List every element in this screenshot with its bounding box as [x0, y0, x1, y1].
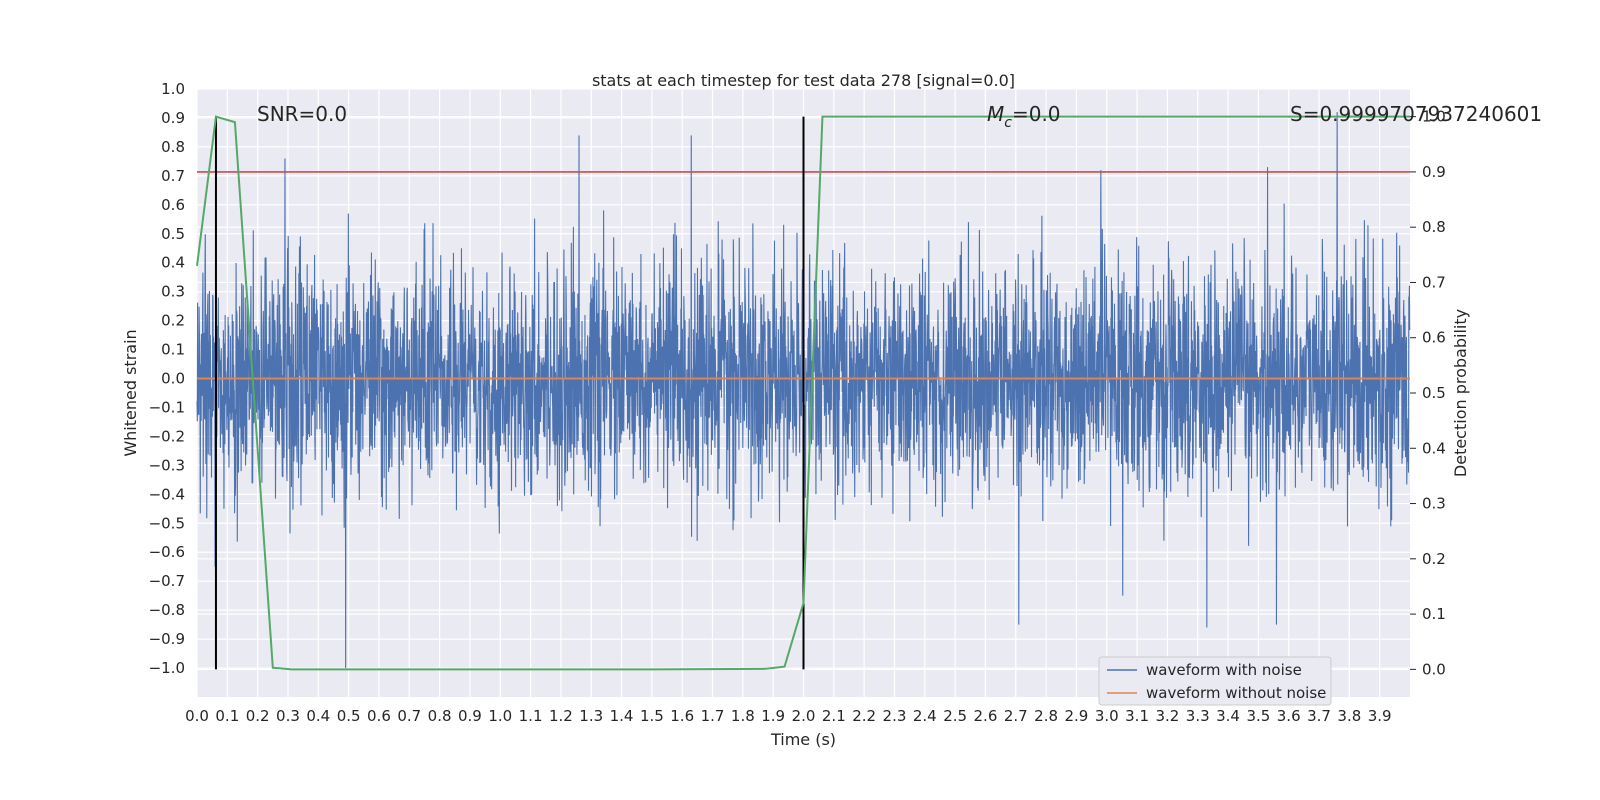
x-tick-label: 0.7 — [397, 707, 421, 725]
y2-tick-label: 1.0 — [1422, 108, 1446, 126]
x-tick-label: 2.0 — [792, 707, 816, 725]
x-tick-label: 0.2 — [246, 707, 270, 725]
s-annotation: S=0.9999707937240601 — [1290, 102, 1542, 126]
y2-tick-label: 0.9 — [1422, 163, 1446, 181]
y-tick-label: −0.4 — [149, 485, 185, 503]
legend-label-clean: waveform without noise — [1146, 684, 1326, 702]
x-tick-label: 1.8 — [731, 707, 755, 725]
y-tick-label: 0.3 — [161, 283, 185, 301]
y-tick-label: 0.8 — [161, 138, 185, 156]
x-tick-label: 1.5 — [640, 707, 664, 725]
x-axis-label: Time (s) — [770, 730, 836, 749]
x-tick-label: 1.3 — [579, 707, 603, 725]
y2-tick-label: 0.6 — [1422, 329, 1446, 347]
y-tick-label: 0.9 — [161, 109, 185, 127]
legend-box — [1098, 656, 1332, 706]
series-layer — [196, 115, 1410, 671]
y2-tick-label: 0.5 — [1422, 384, 1446, 402]
x-tick-label: 0.5 — [337, 707, 361, 725]
x-tick-label: 2.1 — [822, 707, 846, 725]
y-tick-label: −0.1 — [149, 398, 185, 416]
y2-tick-label: 0.7 — [1422, 273, 1446, 291]
y-tick-label: −0.6 — [149, 543, 185, 561]
x-tick-label: 3.0 — [1095, 707, 1119, 725]
y2-axis-label: Detection probability — [1451, 309, 1470, 477]
y-tick-label: 0.7 — [161, 167, 185, 185]
x-tick-label: 1.2 — [549, 707, 573, 725]
x-tick-label: 2.5 — [943, 707, 967, 725]
x-tick-label: 3.2 — [1155, 707, 1179, 725]
x-tick-label: 3.5 — [1246, 707, 1270, 725]
x-tick-label: 1.0 — [488, 707, 512, 725]
y-tick-label: −0.8 — [149, 601, 185, 619]
x-tick-label: 3.9 — [1368, 707, 1392, 725]
x-tick-label: 1.7 — [701, 707, 725, 725]
y-tick-label: −0.3 — [149, 456, 185, 474]
x-tick-label: 0.3 — [276, 707, 300, 725]
x-tick-label: 3.3 — [1186, 707, 1210, 725]
y-axis-label: Whitened strain — [121, 329, 140, 456]
x-tick-label: 0.6 — [367, 707, 391, 725]
y-tick-label: −0.5 — [149, 514, 185, 532]
x-tick-label: 2.2 — [852, 707, 876, 725]
y-tick-label: −1.0 — [149, 659, 185, 677]
mc-annotation-rest: =0.0 — [1012, 102, 1061, 126]
x-tick-label: 0.1 — [215, 707, 239, 725]
y2-tick-label: 0.3 — [1422, 495, 1446, 513]
y2-tick-label: 0.4 — [1422, 439, 1446, 457]
x-tick-label: 3.4 — [1216, 707, 1240, 725]
y2-tick-label: 0.8 — [1422, 218, 1446, 236]
y2-tick-label: 0.2 — [1422, 550, 1446, 568]
x-tick-label: 3.1 — [1125, 707, 1149, 725]
x-tick-label: 1.4 — [610, 707, 634, 725]
legend: waveform with noise waveform without noi… — [1098, 656, 1332, 706]
x-tick-label: 3.6 — [1277, 707, 1301, 725]
y-tick-label: −0.7 — [149, 572, 185, 590]
y-tick-label: −0.2 — [149, 427, 185, 445]
x-tick-label: 2.3 — [883, 707, 907, 725]
y-tick-label: 0.2 — [161, 312, 185, 330]
x-tick-label: 2.7 — [1004, 707, 1028, 725]
x-tick-label: 1.1 — [519, 707, 543, 725]
mc-annotation-sub: c — [1004, 115, 1012, 131]
x-tick-label: 0.4 — [306, 707, 330, 725]
y2-tick-label: 0.1 — [1422, 605, 1446, 623]
y-tick-label: 1.0 — [161, 80, 185, 98]
mc-annotation-base: M — [987, 102, 1004, 126]
y-tick-label: 0.5 — [161, 225, 185, 243]
y-tick-label: 0.4 — [161, 254, 185, 272]
x-tick-label: 1.9 — [761, 707, 785, 725]
y-tick-label: −0.9 — [149, 630, 185, 648]
x-tick-label: 3.7 — [1307, 707, 1331, 725]
x-tick-label: 1.6 — [670, 707, 694, 725]
x-tick-label: 0.0 — [185, 707, 209, 725]
y2-tick-label: 0.0 — [1422, 660, 1446, 678]
chart-title: stats at each timestep for test data 278… — [592, 71, 1015, 90]
x-tick-label: 0.8 — [428, 707, 452, 725]
y-tick-label: 0.0 — [161, 370, 185, 388]
mc-annotation: Mc=0.0 — [987, 102, 1061, 131]
legend-label-noise: waveform with noise — [1146, 661, 1302, 679]
series-detection-probability — [196, 115, 1410, 671]
y-tick-label: 0.1 — [161, 341, 185, 359]
axis-layer: 0.0 0.1 0.2 0.3 0.4 0.5 0.6 0.7 0.8 0.9 1.0 1.1 1.2 1… — [149, 80, 1446, 725]
x-tick-label: 2.6 — [974, 707, 998, 725]
y-tick-label: 0.6 — [161, 196, 185, 214]
x-tick-label: 3.8 — [1337, 707, 1361, 725]
x-tick-label: 2.8 — [1034, 707, 1058, 725]
x-tick-label: 2.4 — [913, 707, 937, 725]
x-tick-label: 2.9 — [1064, 707, 1088, 725]
x-tick-label: 0.9 — [458, 707, 482, 725]
snr-annotation: SNR=0.0 — [257, 102, 347, 126]
